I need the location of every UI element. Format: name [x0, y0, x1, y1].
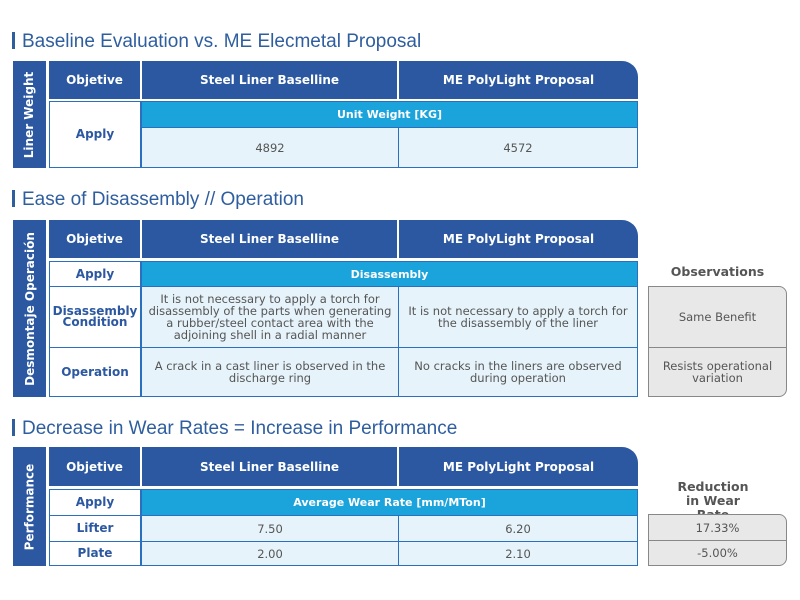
band-unit-weight: Unit Weight [KG] [141, 101, 638, 128]
row-label-apply: Apply [49, 489, 141, 516]
header-objective: Objetive [49, 447, 140, 486]
side-label-performance: Performance [13, 447, 46, 566]
header-baseline: Steel Liner Baselline [142, 61, 397, 99]
header-objective: Objetive [49, 220, 140, 258]
reduction-plate: -5.00% [648, 540, 787, 566]
header-proposal: ME PolyLight Proposal [399, 447, 638, 486]
proposal-plate: 2.10 [398, 541, 638, 566]
row-label-apply: Apply [49, 101, 141, 168]
proposal-lifter: 6.20 [398, 515, 638, 542]
proposal-operation: No cracks in the liners are observed dur… [398, 347, 638, 397]
header-proposal: ME PolyLight Proposal [399, 61, 638, 99]
baseline-operation: A crack in a cast liner is observed in t… [141, 347, 399, 397]
section-title-disassembly: Ease of Disassembly // Operation [12, 189, 304, 211]
title-text: Decrease in Wear Rates = Increase in Per… [22, 418, 458, 439]
proposal-disassembly-condition: It is not necessary to apply a torch for… [398, 286, 638, 348]
row-label-plate: Plate [49, 541, 141, 566]
header-proposal: ME PolyLight Proposal [399, 220, 638, 258]
side-label-liner-weight: Liner Weight [13, 61, 46, 168]
observations-label: Observations [670, 264, 765, 279]
baseline-lifter: 7.50 [141, 515, 399, 542]
header-baseline: Steel Liner Baselline [142, 447, 397, 486]
observation-same-benefit: Same Benefit [648, 286, 787, 348]
row-label-disassembly-condition: Disassembly Condition [49, 286, 141, 348]
title-text: Baseline Evaluation vs. ME Elecmetal Pro… [22, 31, 422, 52]
band-average-wear-rate: Average Wear Rate [mm/MTon] [141, 489, 638, 516]
observation-resists-variation: Resists operational variation [648, 347, 787, 397]
row-label-lifter: Lifter [49, 515, 141, 542]
baseline-plate: 2.00 [141, 541, 399, 566]
reduction-lifter: 17.33% [648, 514, 787, 541]
header-objective: Objetive [49, 61, 140, 99]
proposal-weight: 4572 [398, 127, 638, 168]
side-label-desmontaje: Desmontaje Operación [13, 220, 46, 397]
section-title-wear-rates: Decrease in Wear Rates = Increase in Per… [12, 418, 457, 440]
header-baseline: Steel Liner Baselline [142, 220, 397, 258]
baseline-weight: 4892 [141, 127, 399, 168]
title-text: Ease of Disassembly // Operation [22, 189, 304, 210]
band-disassembly: Disassembly [141, 261, 638, 287]
row-label-apply: Apply [49, 261, 141, 287]
row-label-operation: Operation [49, 347, 141, 397]
baseline-disassembly-condition: It is not necessary to apply a torch for… [141, 286, 399, 348]
section-title-baseline: Baseline Evaluation vs. ME Elecmetal Pro… [12, 31, 421, 53]
